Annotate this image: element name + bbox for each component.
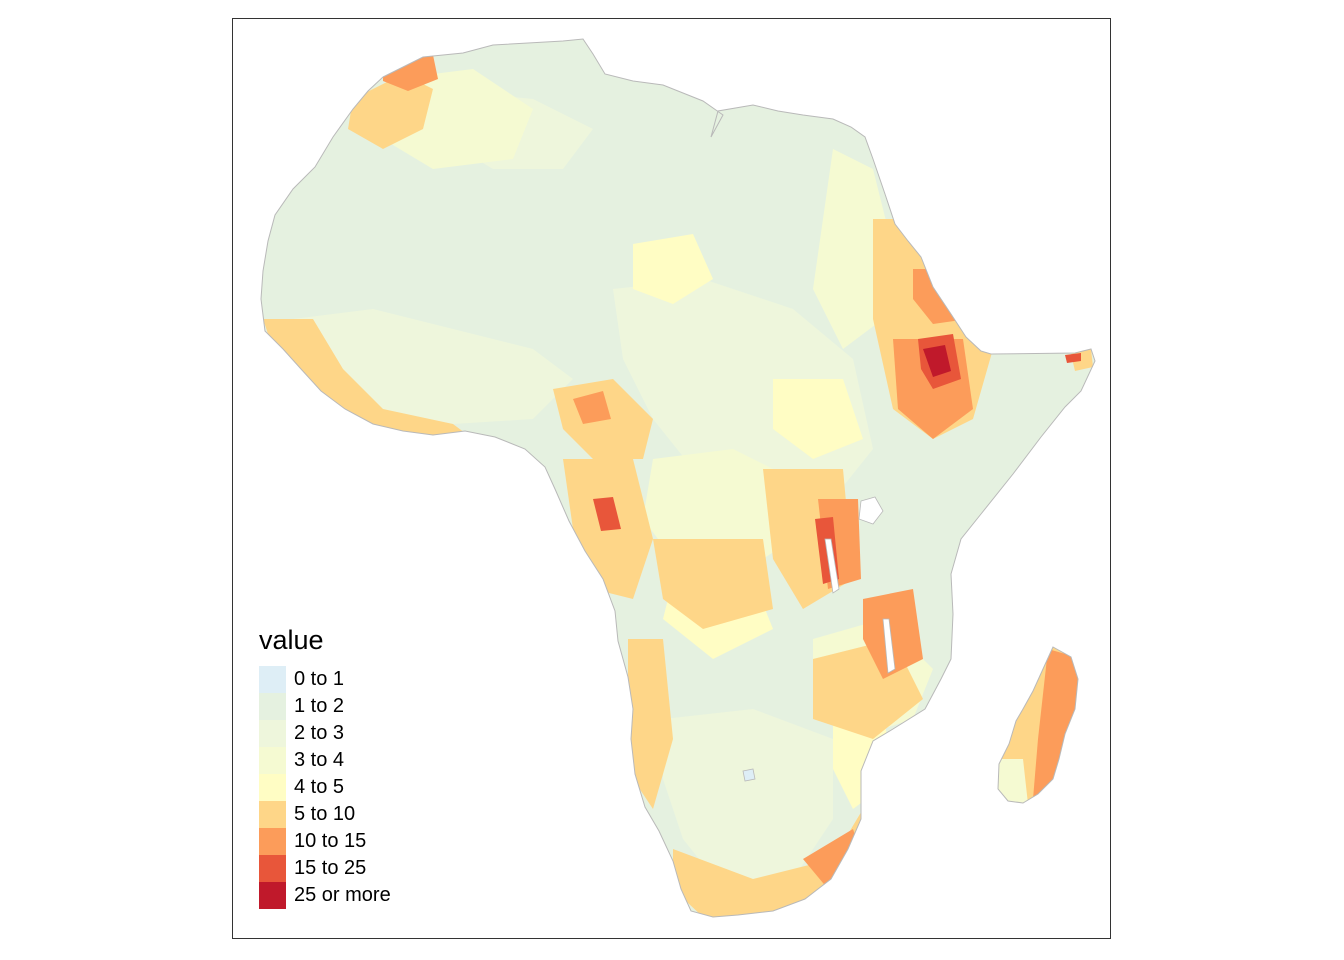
region-4-5-chad bbox=[633, 234, 713, 304]
legend-label: 10 to 15 bbox=[294, 830, 367, 852]
region-5-10-westcoast bbox=[263, 319, 473, 439]
legend-swatch bbox=[259, 693, 286, 720]
legend-label: 2 to 3 bbox=[294, 722, 345, 744]
legend-item: 15 to 25 bbox=[259, 855, 391, 882]
lake-malawi bbox=[882, 618, 896, 674]
region-5-10-namibia bbox=[628, 639, 673, 809]
legend-label: 3 to 4 bbox=[294, 749, 345, 771]
legend-item: 2 to 3 bbox=[259, 720, 391, 747]
legend-item: 10 to 15 bbox=[259, 828, 391, 855]
legend-swatch bbox=[259, 801, 286, 828]
legend-label: 5 to 10 bbox=[294, 803, 356, 825]
legend-swatch bbox=[259, 855, 286, 882]
legend-label: 25 or more bbox=[294, 884, 391, 906]
legend-item: 5 to 10 bbox=[259, 801, 391, 828]
map-panel: value 0 to 1 1 to 2 2 to 3 3 to 4 4 to 5 bbox=[232, 18, 1111, 939]
region-15-25-congo bbox=[593, 497, 621, 531]
legend-title: value bbox=[259, 625, 324, 655]
legend-item: 4 to 5 bbox=[259, 774, 391, 801]
madagascar-east-10-15 bbox=[1033, 649, 1078, 799]
legend-item: 0 to 1 bbox=[259, 666, 391, 693]
legend-rows: 0 to 1 1 to 2 2 to 3 3 to 4 4 to 5 5 to … bbox=[259, 666, 391, 909]
legend-label: 4 to 5 bbox=[294, 776, 345, 798]
legend-swatch bbox=[259, 882, 286, 909]
legend-swatch bbox=[259, 747, 286, 774]
region-15-25-horn bbox=[1065, 353, 1081, 363]
region-10-15-natal bbox=[803, 829, 863, 889]
legend-label: 1 to 2 bbox=[294, 695, 345, 717]
legend-item: 3 to 4 bbox=[259, 747, 391, 774]
africa-choropleth-map bbox=[260, 38, 1096, 918]
legend-swatch bbox=[259, 828, 286, 855]
lake-ngami bbox=[742, 768, 756, 782]
legend-swatch bbox=[259, 774, 286, 801]
legend-label: 0 to 1 bbox=[294, 668, 345, 690]
lake-tanganyika bbox=[824, 538, 840, 594]
legend-swatch bbox=[259, 666, 286, 693]
region-5-10-southcoast bbox=[673, 809, 863, 917]
region-2-3-south bbox=[663, 709, 833, 889]
legend-swatch bbox=[259, 720, 286, 747]
legend-item: 25 or more bbox=[259, 882, 391, 909]
region-10-15-malawi bbox=[863, 589, 923, 679]
legend-label: 15 to 25 bbox=[294, 857, 367, 879]
region-4-5-sudan bbox=[773, 379, 863, 459]
legend-item: 1 to 2 bbox=[259, 693, 391, 720]
region-10-15-cameroon bbox=[573, 391, 611, 424]
region-5-10-angola-west bbox=[653, 539, 773, 629]
lake-victoria bbox=[858, 496, 884, 525]
map-legend: value 0 to 1 1 to 2 2 to 3 3 to 4 4 to 5 bbox=[259, 627, 391, 909]
region-25-plus-ethiopia bbox=[923, 345, 951, 377]
region-5-10-morocco bbox=[348, 74, 433, 149]
